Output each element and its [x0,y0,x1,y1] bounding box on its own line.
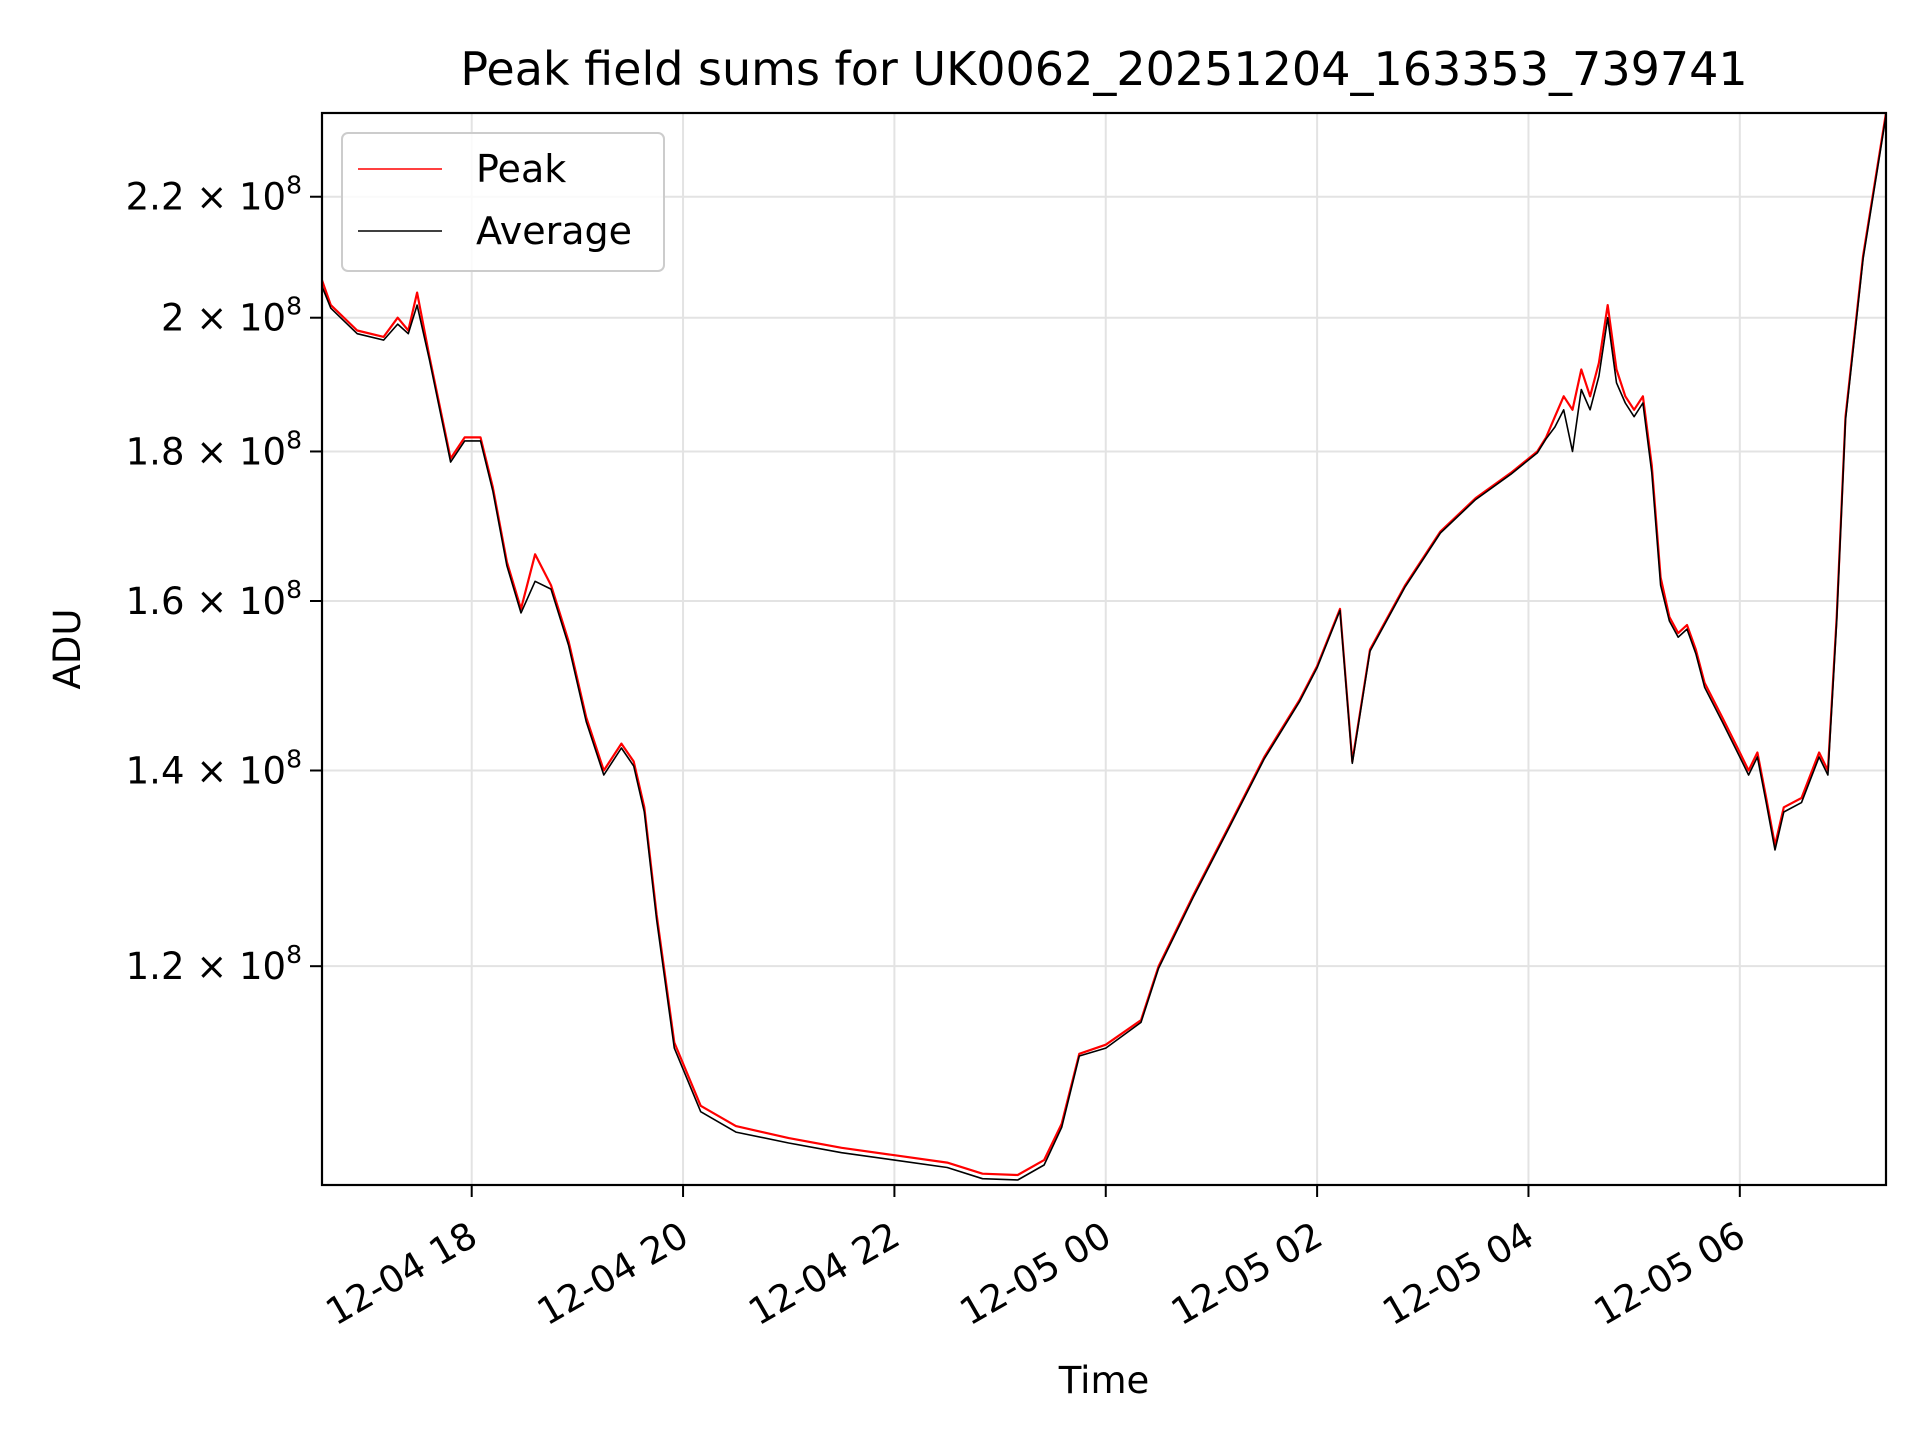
y-tick-label: 1.8 × 108 [126,425,302,473]
chart-title: Peak field sums for UK0062_20251204_1633… [460,42,1747,96]
x-axis-label: Time [1058,1359,1150,1402]
y-tick-label: 2.2 × 108 [126,171,302,219]
grid [322,113,1886,1185]
plot-frame [320,111,1888,1187]
legend-box [341,132,665,272]
legend-label-peak: Peak [476,147,566,191]
y-tick-label: 1.6 × 108 [126,575,302,623]
y-tick-label: 2 × 108 [161,292,302,340]
y-axis: 1.2 × 108 1.4 × 108 1.6 × 108 1.8 × 108 2 × … [126,171,322,988]
legend-label-average: Average [476,209,632,253]
y-tick-label: 1.2 × 108 [126,940,302,988]
y-axis-label: ADU [46,609,89,690]
series-layer [320,112,1888,1181]
series-line-average [321,115,1887,1181]
legend: Peak Average [341,132,665,272]
y-tick-label: 1.4 × 108 [126,744,302,792]
